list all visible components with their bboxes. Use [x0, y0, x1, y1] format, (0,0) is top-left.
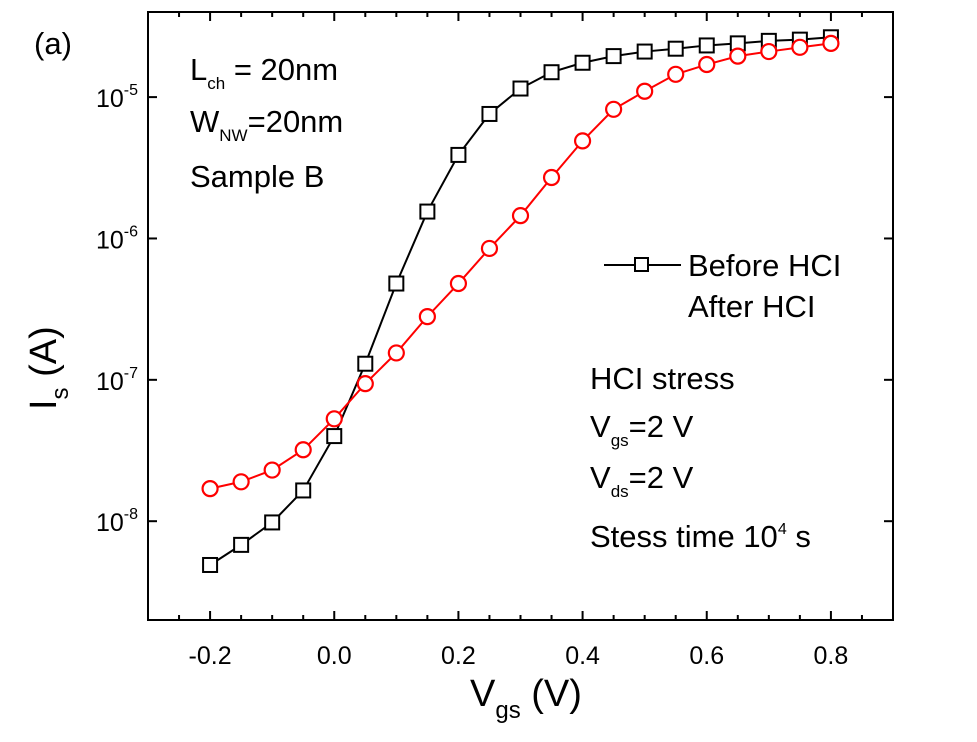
- legend: Before HCI After HCI: [604, 248, 841, 324]
- data-point-after-hci: [760, 42, 778, 61]
- data-point-before-hci: [512, 80, 529, 97]
- data-point-before-hci: [450, 146, 467, 163]
- data-point-after-hci: [791, 38, 809, 56]
- data-point-after-hci: [542, 168, 561, 187]
- data-point-after-hci: [480, 239, 499, 258]
- y-tick-label: 10-8: [96, 506, 138, 537]
- data-point-after-hci: [698, 55, 716, 74]
- wnw-label: WNW=20nm: [190, 104, 343, 145]
- data-point-before-hci: [667, 40, 684, 57]
- stress-vds: Vds=2 V: [590, 460, 694, 501]
- data-point-before-hci: [202, 556, 219, 573]
- data-point-before-hci: [543, 64, 560, 81]
- data-point-after-hci: [636, 82, 654, 100]
- x-axis-title: Vgs (V): [470, 673, 582, 724]
- data-point-before-hci: [295, 482, 312, 499]
- y-tick-label: 10-6: [96, 223, 138, 254]
- data-point-before-hci: [388, 275, 405, 292]
- stress-time: Stess time 104 s: [590, 519, 811, 554]
- stress-vgs: Vgs=2 V: [590, 409, 694, 450]
- data-point-after-hci: [201, 480, 219, 498]
- x-tick-label: 0.0: [317, 642, 352, 670]
- data-point-after-hci: [605, 100, 623, 118]
- data-point-before-hci: [326, 428, 343, 445]
- data-point-after-hci: [667, 65, 685, 83]
- data-point-after-hci: [387, 344, 405, 362]
- panel-label: (a): [34, 26, 72, 61]
- data-point-after-hci: [822, 34, 840, 52]
- y-tick-labels: 10-8 10-7 10-6 10-5: [96, 82, 138, 537]
- data-point-before-hci: [574, 54, 591, 71]
- data-point-before-hci: [264, 514, 281, 531]
- x-tick-labels: -0.2 0.0 0.2 0.4 0.6 0.8: [189, 642, 849, 670]
- data-point-after-hci: [263, 461, 281, 479]
- data-point-before-hci: [605, 48, 622, 65]
- data-point-before-hci: [481, 105, 498, 122]
- data-point-after-hci: [294, 441, 312, 459]
- data-point-after-hci: [573, 132, 592, 150]
- series-layer: [201, 29, 840, 573]
- legend-marker-before: [634, 257, 649, 272]
- x-tick-label: 0.2: [441, 642, 476, 670]
- x-tick-label: 0.6: [689, 642, 724, 670]
- data-point-after-hci: [232, 473, 250, 491]
- x-tick-label: 0.4: [565, 642, 600, 670]
- stress-annotation: HCI stress Vgs=2 V Vds=2 V Stess time 10…: [590, 361, 811, 554]
- data-point-before-hci: [357, 355, 374, 372]
- data-point-after-hci: [449, 274, 468, 293]
- data-point-after-hci: [511, 207, 530, 225]
- data-point-after-hci: [356, 375, 374, 393]
- lch-label: Lch = 20nm: [190, 52, 338, 93]
- data-point-after-hci: [418, 308, 436, 326]
- series-after-hci: [201, 34, 840, 498]
- x-tick-label: 0.8: [814, 642, 849, 670]
- stress-title: HCI stress: [590, 361, 735, 396]
- axis-ticks: [147, 12, 893, 620]
- legend-label-after: After HCI: [688, 289, 815, 324]
- legend-label-before: Before HCI: [688, 248, 841, 283]
- data-point-before-hci: [636, 43, 653, 60]
- y-axis-title: Is (A): [23, 326, 74, 410]
- y-tick-label: 10-5: [96, 82, 138, 113]
- parameters-annotation: Lch = 20nm WNW=20nm Sample B: [190, 52, 343, 194]
- data-point-after-hci: [325, 410, 343, 428]
- sample-label: Sample B: [190, 159, 324, 194]
- y-tick-label: 10-7: [96, 365, 138, 396]
- data-point-before-hci: [698, 37, 715, 54]
- x-tick-label: -0.2: [189, 642, 232, 670]
- data-point-before-hci: [419, 203, 436, 220]
- data-point-before-hci: [233, 536, 250, 553]
- data-point-after-hci: [729, 47, 747, 65]
